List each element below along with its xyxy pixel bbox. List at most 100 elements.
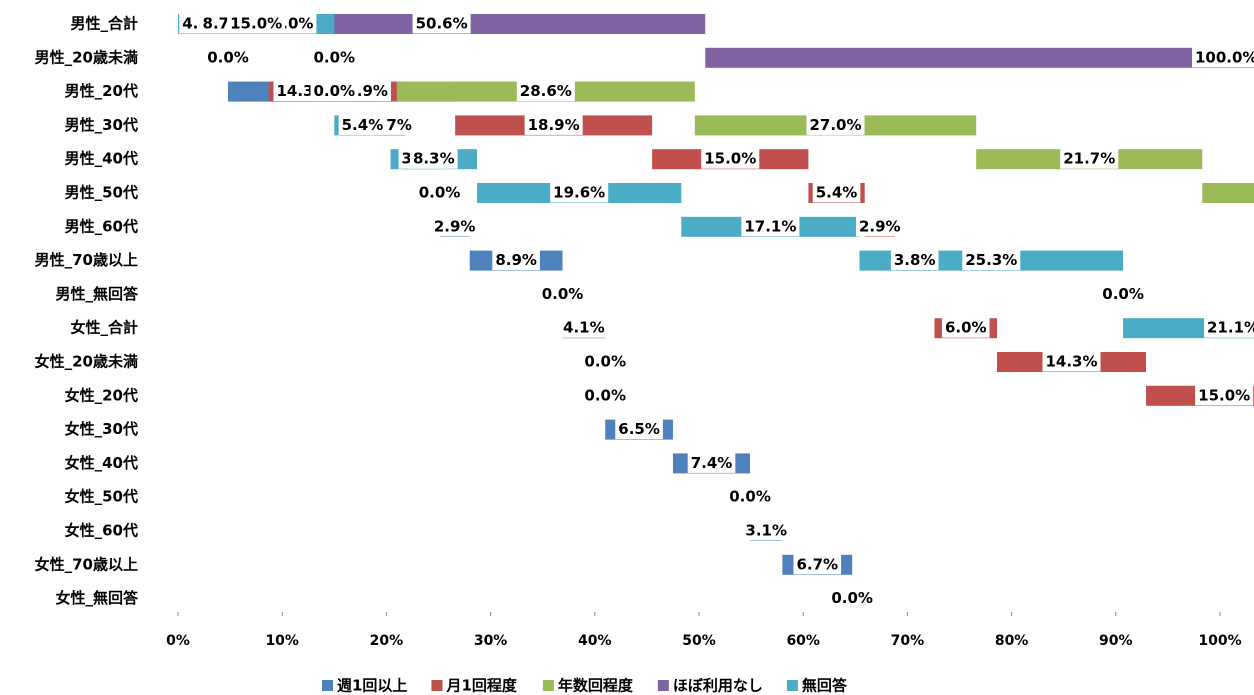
value-label: 14.3%: [1045, 353, 1097, 371]
value-label: 8.9%: [495, 251, 537, 269]
category-label: 女性_40代: [65, 454, 138, 472]
value-label-bg: [687, 452, 736, 473]
value-label: 15.0%: [1198, 386, 1250, 404]
value-label-bg: [726, 486, 774, 507]
value-label-bg: [828, 588, 876, 609]
value-label-bg: [560, 317, 608, 338]
value-label-bg: [227, 13, 286, 34]
value-label: 7.4%: [691, 454, 733, 472]
value-label-bg: [338, 114, 387, 135]
legend-label: 年数回程度: [558, 677, 634, 695]
value-label-bg: [524, 114, 583, 135]
value-label: 0.0%: [419, 184, 461, 202]
value-label-bg: [812, 182, 861, 203]
value-label: 6.0%: [945, 319, 987, 337]
category-label: 女性_20代: [65, 386, 138, 404]
value-label: 21.7%: [1063, 150, 1115, 168]
legend-swatch: [657, 680, 669, 691]
value-label-bg: [310, 81, 359, 102]
value-label: 0.0%: [1102, 285, 1144, 303]
value-label: 3.1%: [745, 522, 787, 540]
category-label: 女性_60代: [65, 522, 138, 540]
value-label-bg: [1195, 385, 1254, 406]
value-label-bg: [204, 47, 252, 68]
category-label: 男性_無回答: [55, 285, 139, 303]
value-label-bg: [492, 250, 540, 271]
value-label-bg: [516, 81, 575, 102]
value-label-bg: [742, 520, 791, 541]
x-tick-label: 20%: [370, 633, 404, 649]
value-label-bg: [1204, 317, 1254, 338]
value-label-bg: [890, 250, 939, 271]
value-label-bg: [941, 317, 990, 338]
bar-segment: [1202, 183, 1254, 203]
value-label: 0.0%: [729, 488, 771, 506]
value-label: 15.0%: [704, 150, 756, 168]
value-label-bg: [581, 351, 630, 372]
value-label: 5.4%: [342, 116, 384, 134]
value-label-bg: [430, 216, 479, 237]
value-label-bg: [581, 385, 630, 406]
legend-label: 月1回程度: [445, 677, 517, 695]
value-label: 0.0%: [313, 82, 355, 100]
category-label: 女性_70歳以上: [35, 555, 138, 573]
value-label-bg: [793, 554, 842, 575]
category-label: 男性_40代: [65, 150, 138, 168]
legend-swatch: [542, 680, 554, 691]
value-label-bg: [1042, 351, 1101, 372]
value-label: 0.0%: [207, 48, 249, 66]
value-label-bg: [962, 250, 1021, 271]
value-label: 19.6%: [553, 184, 605, 202]
legend-label: 週1回以上: [337, 677, 407, 695]
value-label-bg: [1099, 283, 1147, 304]
category-label: 男性_20代: [65, 82, 138, 100]
value-label-bg: [1192, 47, 1254, 68]
category-label: 男性_70歳以上: [35, 251, 138, 269]
x-tick-label: 90%: [1099, 633, 1133, 649]
value-label-bg: [550, 182, 609, 203]
legend-label: ほぼ利用なし: [673, 677, 763, 695]
value-label-bg: [855, 216, 904, 237]
category-label: 男性_20歳未満: [35, 48, 138, 66]
x-tick-label: 70%: [891, 633, 925, 649]
value-label-bg: [741, 216, 800, 237]
value-label-bg: [806, 114, 865, 135]
category-label: 男性_60代: [65, 217, 138, 235]
value-label: 50.6%: [416, 15, 468, 33]
x-tick-label: 100%: [1198, 633, 1241, 649]
value-label: 6.7%: [796, 555, 838, 573]
value-label-bg: [410, 148, 458, 169]
value-label: 18.9%: [528, 116, 580, 134]
category-label: 女性_合計: [70, 319, 138, 337]
value-label-bg: [412, 13, 471, 34]
x-tick-label: 80%: [995, 633, 1029, 649]
category-label: 男性_30代: [65, 116, 138, 134]
legend-label: 無回答: [802, 677, 848, 695]
value-label: 5.4%: [816, 184, 858, 202]
value-label: 15.0%: [230, 15, 282, 33]
value-label: 8.3%: [413, 150, 455, 168]
category-label: 女性_無回答: [55, 589, 139, 607]
x-tick-label: 0%: [166, 633, 190, 649]
x-tick-label: 50%: [682, 633, 716, 649]
category-label: 男性_50代: [65, 184, 138, 202]
x-tick-label: 60%: [786, 633, 820, 649]
value-label: 17.1%: [744, 217, 796, 235]
category-label: 女性_50代: [65, 488, 138, 506]
value-label-bg: [615, 419, 663, 440]
value-label-bg: [538, 283, 587, 304]
value-label: 3.8%: [894, 251, 936, 269]
value-label: 21.1%: [1207, 319, 1254, 337]
legend-swatch: [322, 680, 333, 691]
value-label: 0.0%: [542, 285, 584, 303]
value-label: 0.0%: [584, 386, 626, 404]
value-label-bg: [701, 148, 760, 169]
value-label: 4.1%: [563, 319, 605, 337]
value-label-bg: [1060, 148, 1119, 169]
value-label: 2.9%: [434, 217, 476, 235]
legend-swatch: [431, 680, 443, 691]
value-label: 0.0%: [313, 48, 355, 66]
value-label: 0.0%: [584, 353, 626, 371]
value-label: 100.0%: [1195, 48, 1254, 66]
